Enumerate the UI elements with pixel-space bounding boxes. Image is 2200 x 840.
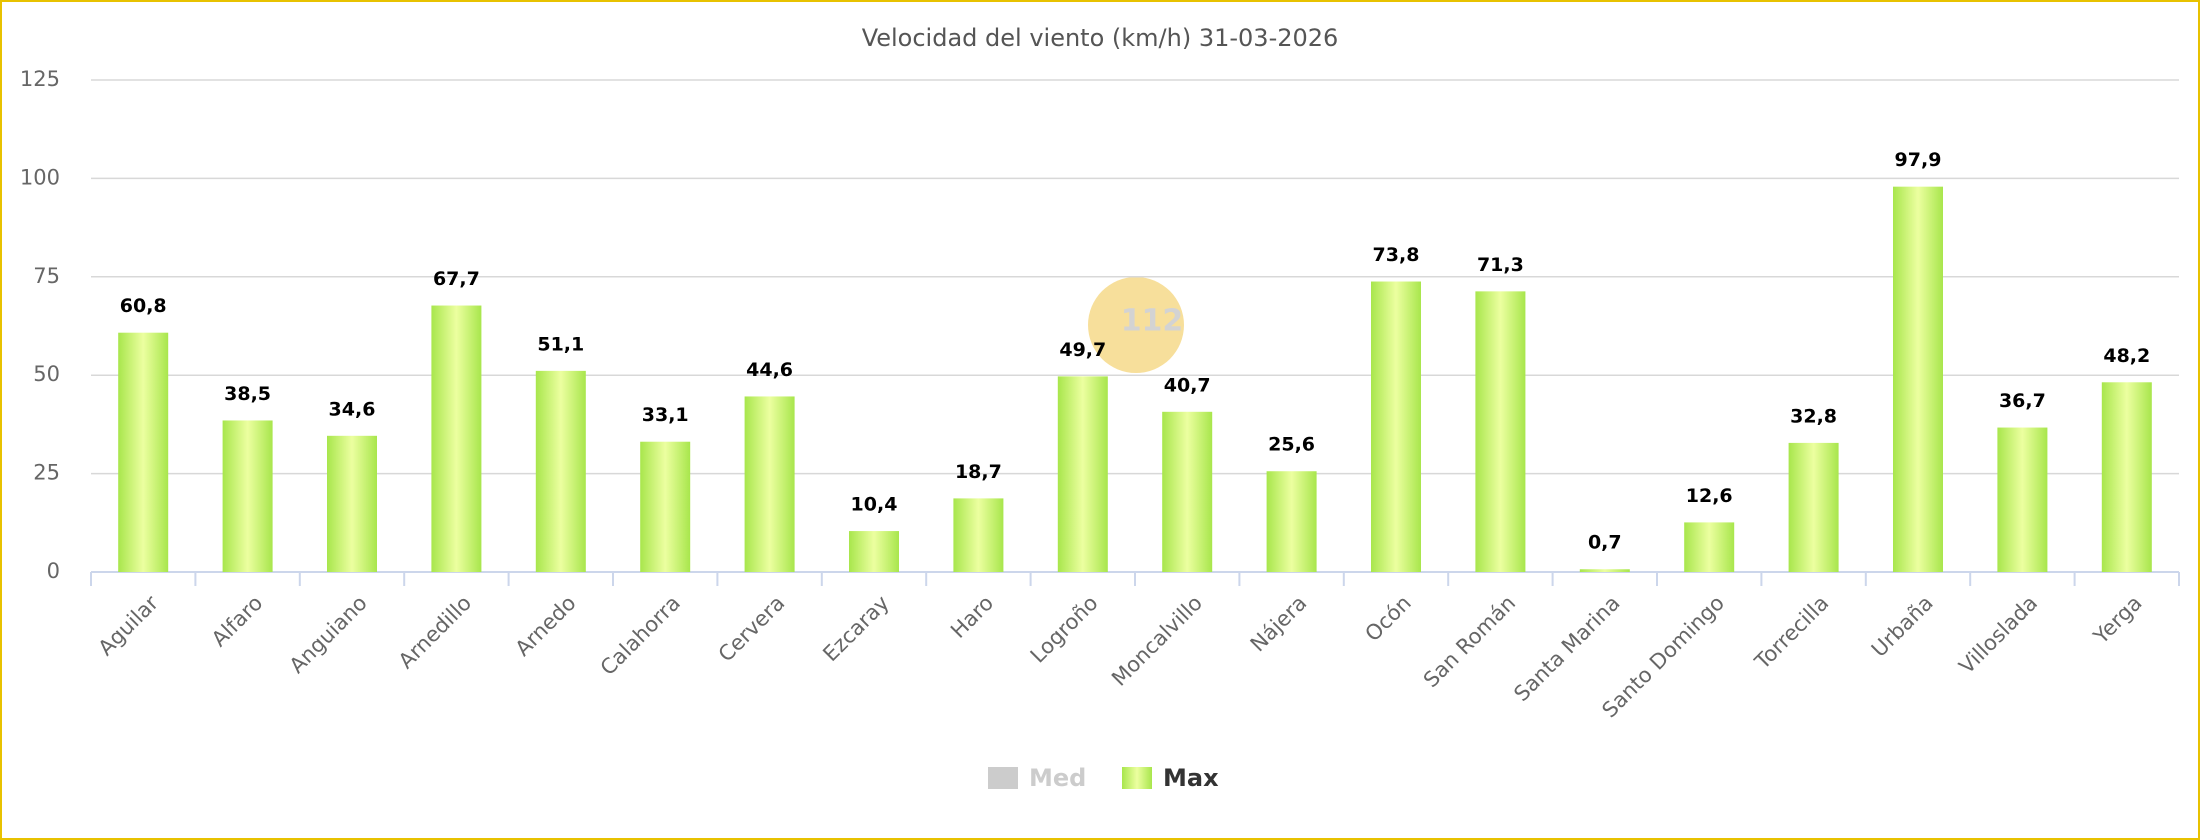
data-label: 51,1 (537, 333, 584, 355)
chart-title: Velocidad del viento (km/h) 31-03-2026 (862, 24, 1339, 52)
legend-label: Med (1029, 764, 1086, 792)
data-label: 49,7 (1059, 339, 1106, 361)
legend-label: Max (1163, 764, 1219, 792)
data-label: 33,1 (642, 404, 689, 426)
bar (953, 498, 1004, 572)
legend-swatch (988, 767, 1018, 789)
data-label: 97,9 (1895, 149, 1942, 171)
data-label: 25,6 (1268, 434, 1315, 456)
data-label: 48,2 (2103, 345, 2150, 367)
bar (535, 370, 586, 572)
data-label: 71,3 (1477, 254, 1524, 276)
bar (1684, 522, 1735, 572)
data-label: 36,7 (1999, 390, 2046, 412)
y-tick-label: 75 (33, 264, 60, 288)
legend-swatch (1122, 767, 1152, 789)
bar (1475, 291, 1526, 572)
watermark-logo (1088, 277, 1184, 373)
data-label: 67,7 (433, 268, 480, 290)
y-tick-label: 0 (47, 559, 60, 583)
bar (1788, 442, 1839, 572)
data-label: 10,4 (851, 494, 898, 516)
data-label: 40,7 (1164, 374, 1211, 396)
watermark: 112 (1088, 277, 1184, 373)
watermark-text: 112 (1121, 304, 1184, 339)
bar (327, 435, 377, 572)
legend-item[interactable]: Max (1122, 764, 1219, 792)
bar (222, 420, 273, 572)
data-label: 38,5 (224, 383, 271, 405)
data-label: 34,6 (329, 398, 376, 420)
bar (1579, 569, 1630, 572)
bar (849, 531, 899, 572)
bar (1266, 471, 1317, 572)
bar (1997, 427, 2048, 572)
bar (640, 441, 691, 572)
bar (1371, 281, 1421, 572)
data-label: 12,6 (1686, 485, 1733, 507)
bar (1057, 376, 1108, 572)
data-label: 18,7 (955, 461, 1002, 483)
data-label: 0,7 (1588, 532, 1622, 554)
y-tick-label: 100 (20, 165, 60, 189)
y-tick-label: 50 (33, 362, 60, 386)
bar (1162, 411, 1213, 572)
data-label: 32,8 (1790, 405, 1837, 427)
data-label: 73,8 (1373, 244, 1420, 266)
data-label: 60,8 (120, 295, 167, 317)
legend-item[interactable]: Med (988, 764, 1086, 792)
bar (744, 396, 795, 572)
bar (2101, 382, 2152, 572)
data-label: 44,6 (746, 359, 793, 381)
y-tick-label: 25 (33, 461, 60, 485)
bar (431, 305, 482, 572)
bar (118, 332, 169, 572)
y-tick-label: 125 (20, 67, 60, 91)
bar (1893, 186, 1943, 573)
